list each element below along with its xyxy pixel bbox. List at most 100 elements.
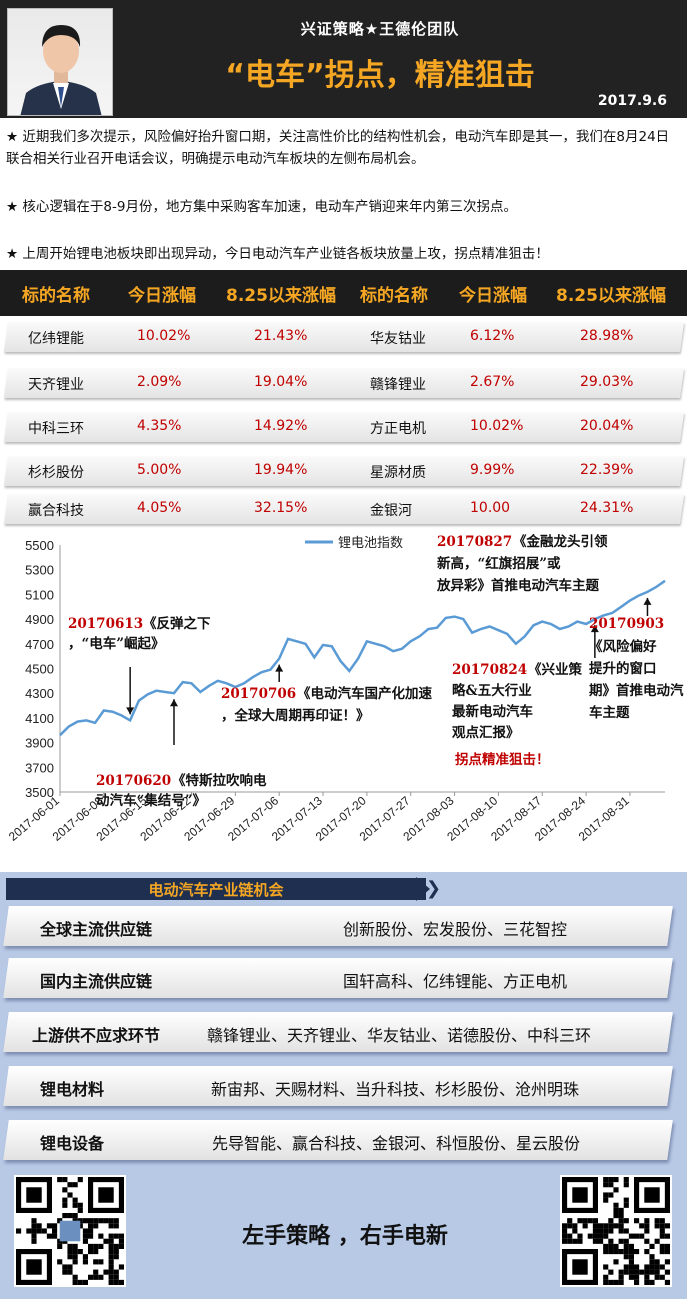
- annotation-line: 最新电动汽车: [452, 703, 533, 720]
- annotation-text-0706: 《电动汽车国产化加速 ，全球大周期再印证！》: [221, 685, 432, 724]
- qr-module: [618, 1207, 624, 1213]
- qr-module: [36, 1228, 42, 1234]
- qr-module: [654, 1238, 660, 1244]
- y-tick-label: 4300: [25, 686, 54, 701]
- qr-module: [88, 1274, 94, 1280]
- annotation-line: 观点汇报》: [452, 724, 520, 741]
- qr-module: [108, 1269, 114, 1275]
- qr-module: [108, 1238, 114, 1244]
- qr-module: [613, 1177, 619, 1183]
- qr-module: [613, 1207, 619, 1213]
- qr-module: [113, 1233, 119, 1239]
- stock-name-cell: 亿纬锂能: [28, 331, 84, 347]
- stock-name-cell: 华友钴业: [370, 331, 426, 347]
- qr-module: [82, 1279, 88, 1285]
- qr-module: [623, 1254, 629, 1260]
- qr-module: [623, 1269, 629, 1275]
- qr-finder-core: [572, 1187, 588, 1203]
- qr-module: [567, 1238, 573, 1244]
- qr-module: [72, 1274, 78, 1280]
- qr-module: [103, 1269, 109, 1275]
- qr-module: [52, 1228, 58, 1234]
- qr-module: [57, 1243, 63, 1249]
- qr-module: [598, 1223, 604, 1229]
- qr-module: [623, 1243, 629, 1249]
- qr-module: [577, 1218, 583, 1224]
- qr-module: [618, 1238, 624, 1244]
- y-tick-label: 3500: [25, 785, 54, 800]
- qr-module: [608, 1238, 614, 1244]
- annotation-line: 《反弹之下: [143, 615, 211, 632]
- stock-name-cell: 中科三环: [28, 421, 84, 437]
- qr-module: [98, 1243, 104, 1249]
- y-tick-label: 3700: [25, 760, 54, 775]
- annotation-line: 《电动汽车国产化加速: [297, 685, 432, 702]
- qr-module: [108, 1254, 114, 1260]
- qr-module: [623, 1249, 629, 1255]
- qr-module: [659, 1264, 665, 1270]
- qr-module: [62, 1202, 68, 1208]
- qr-module: [98, 1218, 104, 1224]
- qr-module: [603, 1223, 609, 1229]
- supply-chain-label: 全球主流供应链: [40, 920, 153, 939]
- supply-chain-stocks: 先导智能、赢合科技、金银河、科恒股份、星云股份: [212, 1134, 581, 1153]
- since-change-cell: 20.04%: [580, 418, 634, 434]
- qr-module: [659, 1228, 665, 1234]
- qr-module: [623, 1218, 629, 1224]
- qr-module: [623, 1182, 629, 1188]
- y-tick-label: 5300: [25, 563, 54, 578]
- qr-module: [572, 1223, 578, 1229]
- qr-module: [108, 1249, 114, 1255]
- qr-module: [618, 1213, 624, 1219]
- qr-module: [72, 1243, 78, 1249]
- qr-module: [582, 1218, 588, 1224]
- annotation-line: 期》首推电动汽: [589, 682, 684, 699]
- today-change-cell: 6.12%: [470, 328, 515, 344]
- qr-module: [26, 1228, 32, 1234]
- annotation-line: 《特斯拉吹响电: [172, 772, 267, 789]
- qr-module: [31, 1228, 37, 1234]
- qr-module: [118, 1233, 124, 1239]
- today-change-cell: 4.35%: [137, 418, 182, 434]
- qr-module: [649, 1254, 655, 1260]
- col-header-today-2: 今日涨幅: [459, 286, 527, 306]
- annotation-text-0613: 《反弹之下 ，“电车”崛起》: [68, 615, 211, 652]
- qr-module: [603, 1243, 609, 1249]
- qr-module: [618, 1249, 624, 1255]
- qr-module: [562, 1233, 568, 1239]
- qr-module: [98, 1233, 104, 1239]
- qr-module: [93, 1259, 99, 1265]
- qr-module: [62, 1197, 68, 1203]
- qr-module: [664, 1223, 670, 1229]
- y-tick-label: 4100: [25, 711, 54, 726]
- qr-module: [608, 1223, 614, 1229]
- arrow-head-icon: [169, 699, 178, 707]
- qr-module: [628, 1249, 634, 1255]
- qr-module: [608, 1228, 614, 1234]
- qr-module: [72, 1182, 78, 1188]
- qr-module: [628, 1269, 634, 1275]
- qr-module: [634, 1269, 640, 1275]
- qr-module: [82, 1233, 88, 1239]
- y-tick-label: 5100: [25, 587, 54, 602]
- qr-module: [113, 1218, 119, 1224]
- qr-module: [603, 1182, 609, 1188]
- qr-module: [664, 1249, 670, 1255]
- qr-module: [592, 1218, 598, 1224]
- today-change-cell: 10.02%: [137, 328, 191, 344]
- qr-module: [31, 1238, 37, 1244]
- qr-module: [618, 1223, 624, 1229]
- qr-module: [664, 1259, 670, 1265]
- qr-module: [623, 1197, 629, 1203]
- qr-module: [613, 1259, 619, 1265]
- qr-module: [634, 1279, 640, 1285]
- qr-module: [598, 1228, 604, 1234]
- qr-module: [572, 1228, 578, 1234]
- qr-module: [644, 1218, 650, 1224]
- qr-module: [113, 1269, 119, 1275]
- qr-module: [67, 1243, 73, 1249]
- annotation-date-0824: 20170824: [452, 662, 527, 678]
- annotation-date-0613: 20170613: [68, 616, 143, 632]
- qr-module: [72, 1259, 78, 1265]
- qr-module: [654, 1259, 660, 1265]
